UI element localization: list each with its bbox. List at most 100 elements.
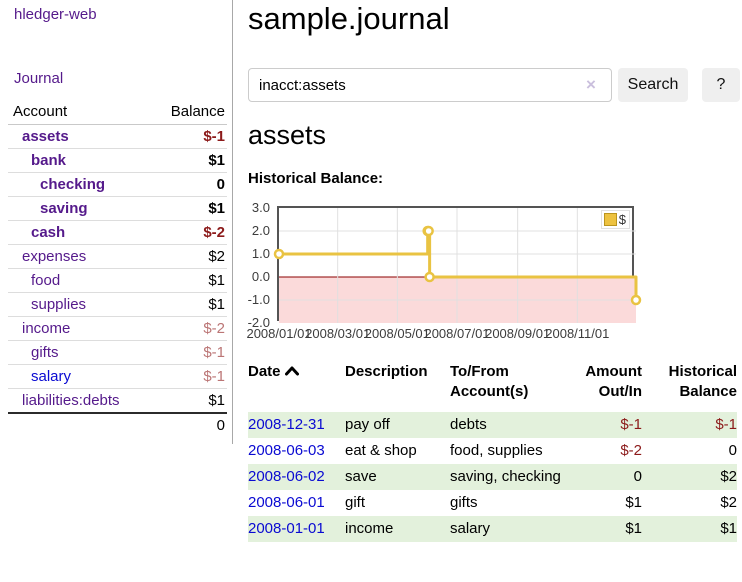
chart-legend: $ bbox=[600, 210, 630, 229]
account-row: expenses $2 bbox=[8, 244, 227, 269]
y-axis-tick-label: 0.0 bbox=[251, 269, 270, 284]
account-total-row: 0 bbox=[8, 412, 227, 437]
y-axis-tick-label: -2.0 bbox=[247, 315, 270, 330]
account-tree: Account Balance assets $-1 bank $1 checking 0… bbox=[8, 100, 227, 437]
account-link-liabilities-debts[interactable]: liabilities:debts bbox=[22, 392, 120, 409]
description-column-header: Description bbox=[345, 363, 428, 380]
search-input[interactable] bbox=[248, 68, 612, 102]
transaction-description: save bbox=[345, 468, 377, 485]
x-axis-tick-label: 2008/09/01 bbox=[485, 326, 551, 341]
account-link-expenses[interactable]: expenses bbox=[22, 248, 87, 265]
account-row: food $1 bbox=[8, 268, 227, 293]
transaction-amount: $1 bbox=[625, 520, 642, 537]
app-title-link[interactable]: hledger-web bbox=[14, 6, 97, 23]
account-balance: $2 bbox=[149, 244, 227, 269]
account-row: liabilities:debts $1 bbox=[8, 388, 227, 413]
clear-search-icon[interactable]: × bbox=[586, 75, 596, 94]
account-link-cash[interactable]: cash bbox=[31, 224, 66, 241]
account-link-supplies[interactable]: supplies bbox=[31, 296, 87, 313]
x-axis-tick-label: 2008/01/01 bbox=[246, 326, 312, 341]
account-link-saving[interactable]: saving bbox=[40, 200, 88, 217]
transaction-date-link[interactable]: 2008-01-01 bbox=[248, 520, 325, 537]
chart-canvas bbox=[273, 208, 642, 323]
transaction-description: income bbox=[345, 520, 394, 537]
account-link-checking[interactable]: checking bbox=[40, 176, 106, 193]
account-balance: $1 bbox=[149, 292, 227, 317]
chart-plot-area: $ bbox=[273, 206, 642, 323]
account-balance: 0 bbox=[149, 172, 227, 197]
transaction-date-link[interactable]: 2008-06-02 bbox=[248, 468, 325, 485]
transaction-accounts: saving, checking bbox=[450, 468, 561, 485]
sort-ascending-icon bbox=[284, 362, 299, 382]
account-balance: $-1 bbox=[149, 364, 227, 389]
transaction-description: gift bbox=[345, 494, 366, 511]
amount-column-header: Amount Out/In bbox=[585, 363, 642, 400]
register-row: 2008-01-01 income salary $1 $1 bbox=[248, 516, 737, 542]
register-header-row: Date Description To/From Account(s) Amou… bbox=[248, 362, 737, 412]
account-link-income[interactable]: income bbox=[22, 320, 71, 337]
chart-heading: Historical Balance: bbox=[248, 170, 384, 187]
account-link-gifts[interactable]: gifts bbox=[31, 344, 59, 361]
account-balance: $1 bbox=[149, 268, 227, 293]
legend-label: $ bbox=[618, 212, 626, 227]
account-row: bank $1 bbox=[8, 148, 227, 173]
x-axis-tick-label: 2008/07/01 bbox=[424, 326, 490, 341]
transaction-balance: $2 bbox=[720, 468, 737, 485]
x-axis-tick-label: 2008/05/01 bbox=[364, 326, 430, 341]
account-row: salary $-1 bbox=[8, 364, 227, 389]
transaction-date-link[interactable]: 2008-12-31 bbox=[248, 416, 325, 433]
account-row: assets $-1 bbox=[8, 125, 227, 149]
search-button[interactable]: Search bbox=[618, 68, 688, 102]
account-tree-body: assets $-1 bank $1 checking 0 saving $1 cash $-2 e… bbox=[8, 125, 227, 413]
y-axis-tick-label: 3.0 bbox=[251, 200, 270, 215]
register-row: 2008-06-01 gift gifts $1 $2 bbox=[248, 490, 737, 516]
account-link-salary[interactable]: salary bbox=[31, 368, 72, 385]
transaction-amount: $-2 bbox=[620, 442, 642, 459]
transaction-description: eat & shop bbox=[345, 442, 417, 459]
account-row: supplies $1 bbox=[8, 292, 227, 317]
account-row: gifts $-1 bbox=[8, 340, 227, 365]
accounts-column-header: To/From Account(s) bbox=[450, 363, 529, 400]
transaction-date-link[interactable]: 2008-06-01 bbox=[248, 494, 325, 511]
account-page-title: assets bbox=[248, 120, 327, 150]
transaction-date-link[interactable]: 2008-06-03 bbox=[248, 442, 325, 459]
y-axis-tick-label: 1.0 bbox=[251, 246, 270, 261]
transaction-amount: 0 bbox=[633, 468, 642, 485]
account-row: checking 0 bbox=[8, 172, 227, 197]
page-title: sample.journal bbox=[248, 1, 450, 36]
transaction-accounts: food, supplies bbox=[450, 442, 543, 459]
transaction-amount: $1 bbox=[625, 494, 642, 511]
account-total-balance: 0 bbox=[149, 412, 227, 437]
account-column-header: Account bbox=[8, 100, 150, 125]
sidebar-item-journal[interactable]: Journal bbox=[14, 70, 64, 87]
transaction-balance: 0 bbox=[728, 442, 737, 459]
transaction-balance: $-1 bbox=[715, 416, 737, 433]
transaction-balance: $1 bbox=[720, 520, 737, 537]
date-column-header[interactable]: Date bbox=[248, 362, 345, 412]
transaction-balance: $2 bbox=[720, 494, 737, 511]
balance-column-header-register: Historical Balance bbox=[668, 363, 737, 400]
transaction-description: pay off bbox=[345, 416, 390, 433]
account-balance: $-1 bbox=[203, 128, 225, 145]
transaction-accounts: salary bbox=[450, 520, 491, 537]
account-link-food[interactable]: food bbox=[31, 272, 61, 289]
account-link-assets[interactable]: assets bbox=[22, 128, 69, 145]
legend-swatch-icon bbox=[603, 213, 617, 226]
register-row: 2008-06-03 eat & shop food, supplies $-2 0 bbox=[248, 438, 737, 464]
account-row: income $-2 bbox=[8, 316, 227, 341]
account-balance: $1 bbox=[149, 196, 227, 221]
register-body: 2008-12-31 pay off debts $-1 $-1 2008-06-03 ea… bbox=[248, 412, 737, 542]
transaction-accounts: gifts bbox=[450, 494, 478, 511]
register-table: Date Description To/From Account(s) Amou… bbox=[248, 362, 737, 542]
account-link-bank[interactable]: bank bbox=[31, 152, 67, 169]
account-balance: $-2 bbox=[149, 316, 227, 341]
account-balance: $-2 bbox=[149, 220, 227, 245]
account-balance: $1 bbox=[149, 388, 227, 413]
sidebar: hledger-web Journal Account Balance asse… bbox=[0, 0, 233, 444]
account-balance: $1 bbox=[149, 148, 227, 173]
transaction-accounts: debts bbox=[450, 416, 487, 433]
help-button[interactable]: ? bbox=[702, 68, 740, 102]
y-axis-tick-label: 2.0 bbox=[251, 223, 270, 238]
register-row: 2008-06-02 save saving, checking 0 $2 bbox=[248, 464, 737, 490]
